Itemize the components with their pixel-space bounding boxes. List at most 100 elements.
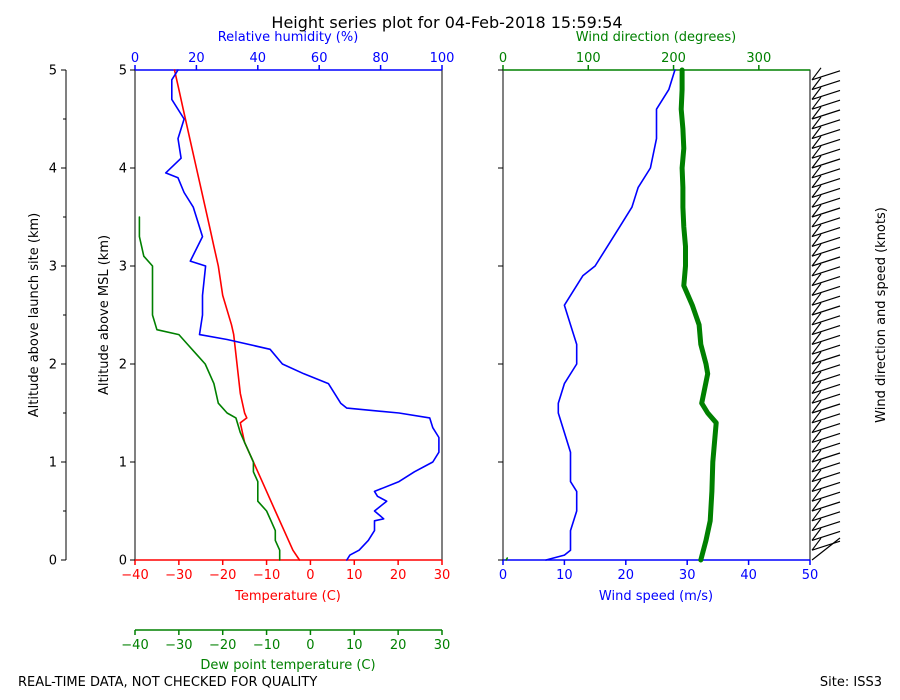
wind-direction-tick-label: 0 [499,51,507,66]
dewpoint-tick-label: 20 [390,638,407,653]
wind-barb-shaft [811,236,841,247]
wind-barb-shaft [811,80,841,91]
wind-barb-flag [811,106,822,120]
wind-barb-flag [811,488,822,502]
wind-barb-shaft [811,491,841,502]
msl-altitude-tick-label: 4 [119,162,127,177]
wind-barb-shaft [811,168,841,179]
wind-barb-shaft [811,344,841,355]
wind-barb-flag [811,273,822,286]
wind-barb-shaft [811,246,841,257]
outer-altitude-tick-label: 0 [49,554,57,569]
wind-barb-shaft [811,540,841,551]
msl-altitude-tick-label: 5 [119,64,127,79]
temperature-tick-label: −20 [209,568,236,583]
wind-barb-shaft [811,129,841,140]
wind-barb-shaft [811,462,841,473]
wind-barb-shaft [811,354,841,365]
wind-barb-flag [811,469,822,482]
wind-barb-flag [811,136,822,149]
wind-barb-flag [811,253,822,267]
wind-barb-shaft [811,295,841,306]
wind-barb-flag [811,87,822,100]
wind-barb-shaft [811,413,841,424]
wind-direction-axis-label: Wind direction (degrees) [576,30,736,45]
msl-altitude-label: Altitude above MSL (km) [97,235,112,395]
wind-barb-shaft [811,393,841,404]
wind-direction-tick-label: 200 [661,51,686,66]
wind-barb-shaft [811,89,841,100]
outer-altitude-tick-label: 4 [49,162,57,177]
wind-barb-surface [811,537,841,561]
wind-barb-flag [811,537,822,551]
wind-barb-shaft [811,266,841,277]
humidity-tick-label: 20 [188,51,205,66]
wind-barb-flag [811,312,822,326]
wind-barb-flag [811,381,822,394]
wind-barb-flag [811,351,822,365]
dewpoint-axis-label: Dew point temperature (C) [200,658,375,673]
wind-barb-flag [811,204,822,218]
outer-altitude-tick-label: 2 [49,358,57,373]
wind-barb-shaft [811,305,841,316]
wind-barb-flag [811,77,822,90]
wind-barb-flag [811,126,822,139]
wind-barb-flag [811,420,822,433]
temperature-tick-label: −30 [165,568,192,583]
outer-altitude-tick-label: 3 [49,260,57,275]
wind-barb-flag [811,430,822,443]
wind-barb-shaft [811,442,841,453]
wind-barb-flag [811,449,822,463]
site-label: Site: ISS3 [820,675,882,690]
temperature-tick-label: 0 [306,568,314,583]
wind-direction-line [678,67,719,563]
wind-barb-shaft [811,511,841,522]
wind-barb-shaft [811,227,841,238]
wind-barb-shaft [811,403,841,414]
temperature-line [173,69,301,561]
humidity-tick-label: 60 [311,51,328,66]
wind-barb-flag [811,67,822,81]
temperature-tick-label: −10 [253,568,280,583]
temperature-tick-label: −40 [121,568,148,583]
thermo-panel-frame [134,69,443,561]
wind-barb-flag [811,390,822,404]
temperature-tick-label: 10 [346,568,363,583]
wind-barb-shaft [811,315,841,326]
dewpoint-tick-label: −20 [209,638,236,653]
temperature-tick-label: 30 [434,568,451,583]
wind-barb-flag [811,234,822,247]
dewpoint-tick-label: −10 [253,638,280,653]
wind-barb-shaft [811,207,841,218]
wind-barb-shaft [811,276,841,287]
wind-barb-flag [811,263,822,277]
relative-humidity-line [164,69,440,561]
near-surface-point-line [505,557,509,561]
wind-barb-flag [811,322,822,335]
wind-barb-shaft [811,383,841,394]
wind-barb-flag [811,410,822,424]
wind-barb-shaft [811,530,841,541]
wind-barb-shaft [811,334,841,345]
wind-barb-flag [811,498,822,512]
wind-barb-flag [811,224,822,237]
quality-disclaimer: REAL-TIME DATA, NOT CHECKED FOR QUALITY [18,675,317,690]
wind-barb-flag [811,479,822,492]
dewpoint-tick-label: −30 [165,638,192,653]
wind-barb-shaft [811,521,841,532]
wind-barb-flag [811,508,822,522]
wind-barb-shaft [811,119,841,130]
wind-barb-flag [811,116,822,130]
outer-altitude-tick-label: 1 [49,456,57,471]
msl-altitude-tick-label: 3 [119,260,127,275]
wind-barb-flag [811,332,822,345]
wind-barb-flag [811,371,822,384]
wind-barb-shaft [811,70,841,81]
wind-barb-shaft [811,472,841,483]
wind-barb-shaft [811,217,841,228]
wind-barb-shaft [811,325,841,336]
outer-altitude-tick-label: 5 [49,64,57,79]
wind-direction-tick-label: 300 [746,51,771,66]
wind-barb-flag [811,214,822,228]
wind-barb-flag [811,165,822,179]
